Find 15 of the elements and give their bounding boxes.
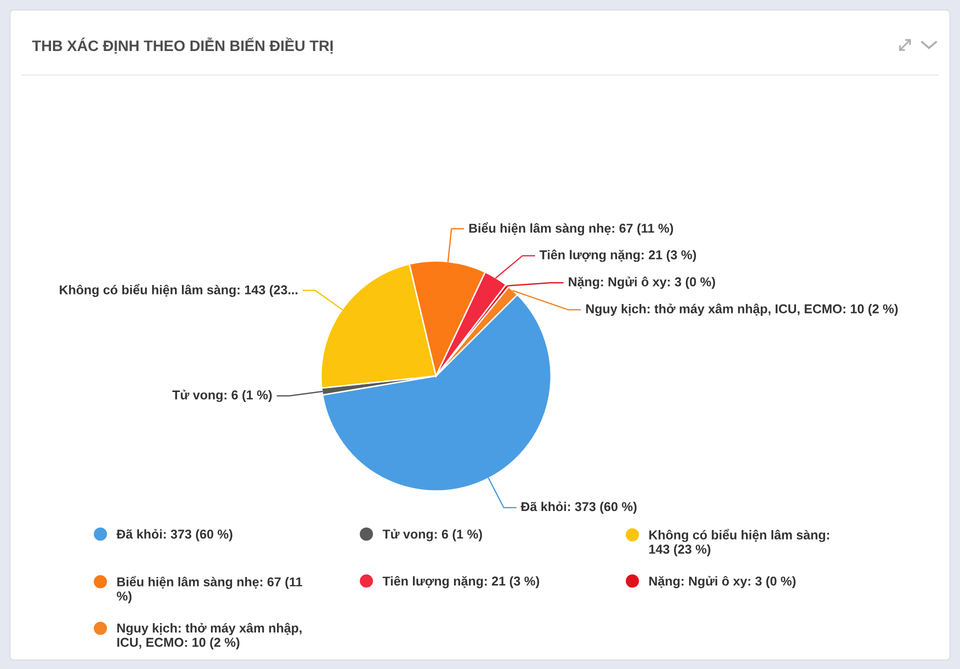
data-label: Không có biểu hiện lâm sàng: 143 (23... xyxy=(60,284,298,297)
data-label: Nặng: Ngửi ô xy: 3 (0 %) xyxy=(568,276,716,289)
legend-label: Không có biểu hiện lâm sàng: 143 (23 %) xyxy=(649,529,829,556)
data-label: Biểu hiện lâm sàng nhẹ: 67 (11 %) xyxy=(469,222,674,236)
legend-label: Đã khỏi: 373 (60 %) xyxy=(116,529,232,542)
legend-label: Biểu hiện lâm sàng nhẹ: 67 (11 %) xyxy=(116,576,302,604)
data-label: Đã khỏi: 373 (60 %) xyxy=(520,502,637,514)
legend-label: Nguy kịch: thở máy xâm nhập, ICU, ECMO: 10 (2 %) xyxy=(117,622,302,650)
legend-label: Tiên lượng nặng: 21 (3 %) xyxy=(382,576,540,588)
chart-title: THB XÁC ĐỊNH THEO DIỄN BIẾN ĐIỀU TRỊ xyxy=(32,38,333,54)
data-label: Tử vong: 6 (1 %) xyxy=(172,390,272,402)
legend-label: Tử vong: 6 (1 %) xyxy=(382,529,482,542)
legend-label: Nặng: Ngửi ô xy: 3 (0 %) xyxy=(649,576,796,588)
data-label: Tiên lượng nặng: 21 (3 %) xyxy=(540,250,696,262)
data-label: Nguy kịch: thở máy xâm nhập, ICU, ECMO: 10 (2 %) xyxy=(586,304,898,316)
